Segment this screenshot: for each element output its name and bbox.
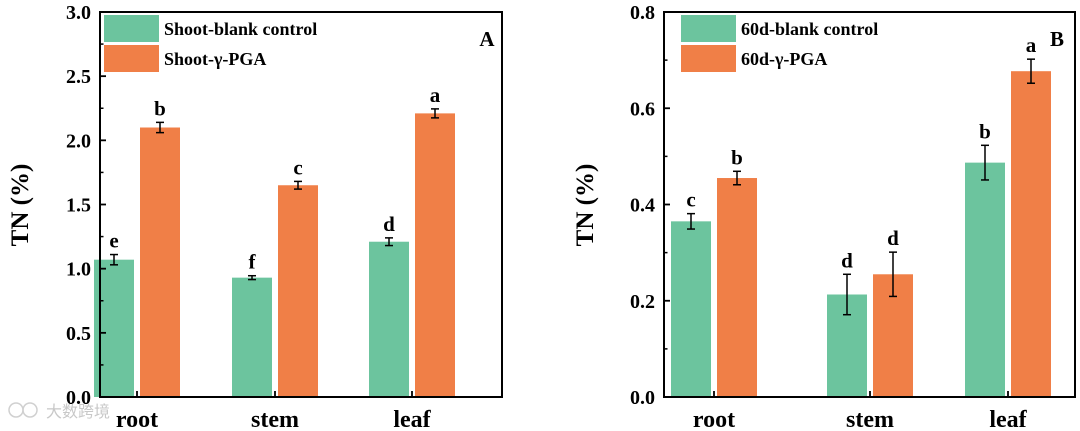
x-tick-label: stem — [846, 407, 894, 431]
y-axis-label: TN (%) — [572, 164, 599, 247]
significance-letter: e — [109, 229, 118, 253]
y-tick-label: 1.0 — [66, 259, 91, 281]
error-bar — [110, 253, 118, 266]
bar-leaf-control — [369, 241, 409, 397]
legend-label: Shoot-γ-PGA — [164, 49, 266, 69]
x-tick-label: leaf — [393, 407, 431, 431]
legend-swatch — [104, 45, 159, 72]
error-bar — [431, 108, 439, 119]
significance-letter: a — [430, 83, 441, 107]
y-tick-label: 0.0 — [66, 387, 91, 409]
legend-swatch — [681, 45, 736, 72]
error-bar — [1027, 58, 1035, 84]
legend-label: Shoot-blank control — [164, 19, 317, 39]
significance-letter: a — [1026, 33, 1037, 57]
x-tick-label: stem — [251, 407, 299, 431]
error-bar — [156, 121, 164, 134]
panel-label: B — [1050, 27, 1064, 51]
significance-letter: b — [731, 145, 743, 169]
bar-root-pga — [717, 178, 757, 397]
legend-swatch — [104, 15, 159, 42]
y-tick-label: 1.5 — [66, 195, 91, 217]
bar-leaf-pga — [415, 113, 455, 397]
x-tick-label: root — [693, 407, 735, 431]
significance-letter: d — [841, 248, 853, 272]
error-bar — [294, 180, 302, 190]
error-bar — [843, 273, 851, 316]
significance-letter: b — [979, 119, 991, 143]
watermark-logo-icon — [22, 402, 38, 418]
watermark-text: 大数跨境 — [46, 402, 110, 421]
y-axis-label: TN (%) — [7, 164, 34, 247]
panel-label: A — [479, 27, 495, 51]
y-tick-label: 0.0 — [630, 387, 655, 409]
significance-letter: d — [383, 212, 395, 236]
y-tick-label: 0.6 — [630, 98, 655, 120]
y-tick-label: 3.0 — [66, 2, 91, 24]
bar-leaf-control — [965, 162, 1005, 397]
watermark: 大数跨境 — [8, 402, 110, 421]
error-bar — [248, 274, 256, 281]
y-tick-label: 0.8 — [630, 2, 655, 24]
x-tick-label: leaf — [989, 407, 1027, 431]
significance-letter: b — [154, 96, 166, 120]
significance-letter: c — [686, 188, 695, 212]
significance-letter: c — [293, 155, 302, 179]
y-tick-label: 2.5 — [66, 66, 91, 88]
watermark-logo-icon — [8, 402, 24, 418]
significance-letter: d — [887, 226, 899, 250]
bar-stem-pga — [278, 185, 318, 397]
y-tick-label: 2.0 — [66, 130, 91, 152]
legend-label: 60d-blank control — [741, 19, 878, 39]
bar-root-control — [671, 221, 711, 397]
y-tick-label: 0.2 — [630, 291, 655, 313]
legend-label: 60d-γ-PGA — [741, 49, 827, 69]
legend-swatch — [681, 15, 736, 42]
y-tick-label: 0.4 — [630, 195, 655, 217]
bar-leaf-pga — [1011, 71, 1051, 397]
error-bar — [889, 251, 897, 298]
error-bar — [687, 212, 695, 230]
y-tick-label: 0.5 — [66, 323, 91, 345]
chart-panel-b: c d b b d a 0.0 0.2 0.4 0.6 0.8 root stem leaf TN (%) 6… — [572, 2, 1076, 431]
x-tick-label: root — [116, 407, 158, 431]
error-bar — [733, 170, 741, 186]
error-bar — [385, 237, 393, 247]
bar-root-pga — [140, 127, 180, 397]
error-bar — [981, 144, 989, 181]
chart-panel-a: e f d b c a 0.0 0.5 1.0 1.5 2.0 2.5 3.0 root stem leaf T… — [7, 2, 503, 431]
significance-letter: f — [249, 250, 257, 274]
bar-stem-control — [232, 277, 272, 397]
